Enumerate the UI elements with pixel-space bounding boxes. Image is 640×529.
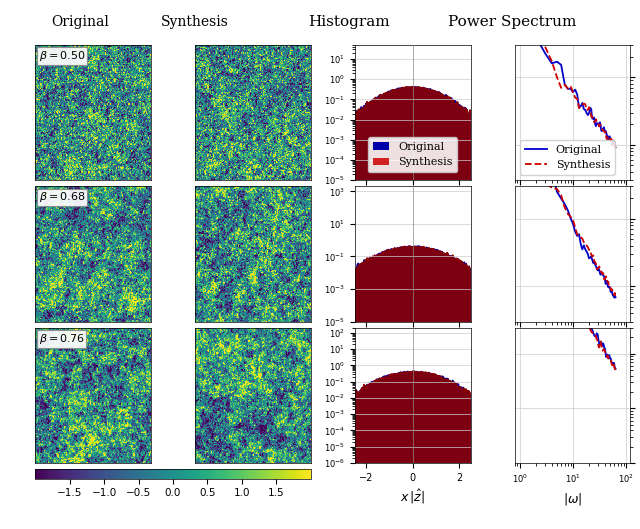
Synthesis	[604, 135, 611, 141]
Synthesis	[516, 154, 524, 161]
Line: Original: Original	[520, 135, 616, 298]
Original	[585, 255, 593, 261]
Original	[585, 321, 593, 327]
Original	[516, 21, 524, 28]
Synthesis	[596, 340, 604, 346]
Line: Synthesis: Synthesis	[520, 220, 616, 370]
Synthesis	[585, 247, 593, 253]
Original	[604, 278, 611, 285]
Original	[611, 144, 619, 151]
Original	[582, 316, 590, 323]
Text: Synthesis: Synthesis	[161, 15, 229, 29]
Original	[612, 144, 620, 151]
Synthesis	[611, 366, 619, 372]
Original	[612, 294, 620, 300]
Synthesis	[612, 295, 620, 302]
Text: Histogram: Histogram	[308, 15, 390, 29]
Synthesis	[585, 104, 593, 111]
Text: $\beta = 0.68$: $\beta = 0.68$	[38, 190, 86, 205]
Line: Synthesis: Synthesis	[520, 21, 616, 148]
Original	[596, 119, 604, 125]
Original	[611, 366, 619, 372]
Original	[612, 366, 620, 372]
Original	[595, 264, 602, 271]
Synthesis	[582, 107, 590, 113]
Original	[604, 351, 611, 358]
Original	[582, 110, 590, 116]
Synthesis	[612, 367, 620, 373]
Original	[611, 144, 619, 151]
Synthesis	[585, 322, 593, 329]
Synthesis	[595, 264, 602, 271]
Line: Original: Original	[520, 24, 616, 148]
X-axis label: $x\,|\hat{z}|$: $x\,|\hat{z}|$	[400, 488, 425, 506]
Synthesis	[611, 143, 619, 150]
Synthesis	[582, 242, 590, 249]
Text: Original: Original	[51, 15, 109, 29]
Original	[585, 110, 593, 116]
Legend: Original, Synthesis: Original, Synthesis	[520, 140, 614, 175]
Original	[611, 293, 619, 299]
Original	[516, 222, 524, 228]
Original	[596, 270, 604, 276]
X-axis label: $|\omega|$: $|\omega|$	[563, 491, 582, 507]
Synthesis	[596, 264, 604, 271]
Text: $\beta = 0.50$: $\beta = 0.50$	[38, 49, 86, 63]
Synthesis	[516, 216, 524, 223]
Original	[516, 132, 524, 138]
Synthesis	[596, 122, 604, 129]
Line: Synthesis: Synthesis	[520, 158, 616, 298]
Original	[582, 248, 590, 254]
Text: Power Spectrum: Power Spectrum	[448, 15, 576, 29]
Original	[596, 342, 604, 349]
Synthesis	[595, 121, 602, 127]
Synthesis	[516, 17, 524, 24]
Synthesis	[595, 342, 602, 349]
Synthesis	[604, 279, 611, 285]
Legend: Original, Synthesis: Original, Synthesis	[368, 138, 457, 172]
Original	[595, 121, 602, 127]
Synthesis	[604, 354, 611, 360]
Text: $\beta = 0.76$: $\beta = 0.76$	[38, 332, 84, 346]
Line: Original: Original	[520, 225, 616, 369]
Original	[611, 295, 618, 301]
Original	[604, 133, 611, 140]
Synthesis	[611, 293, 619, 299]
Synthesis	[612, 144, 620, 151]
Original	[595, 336, 602, 343]
Synthesis	[582, 318, 590, 324]
